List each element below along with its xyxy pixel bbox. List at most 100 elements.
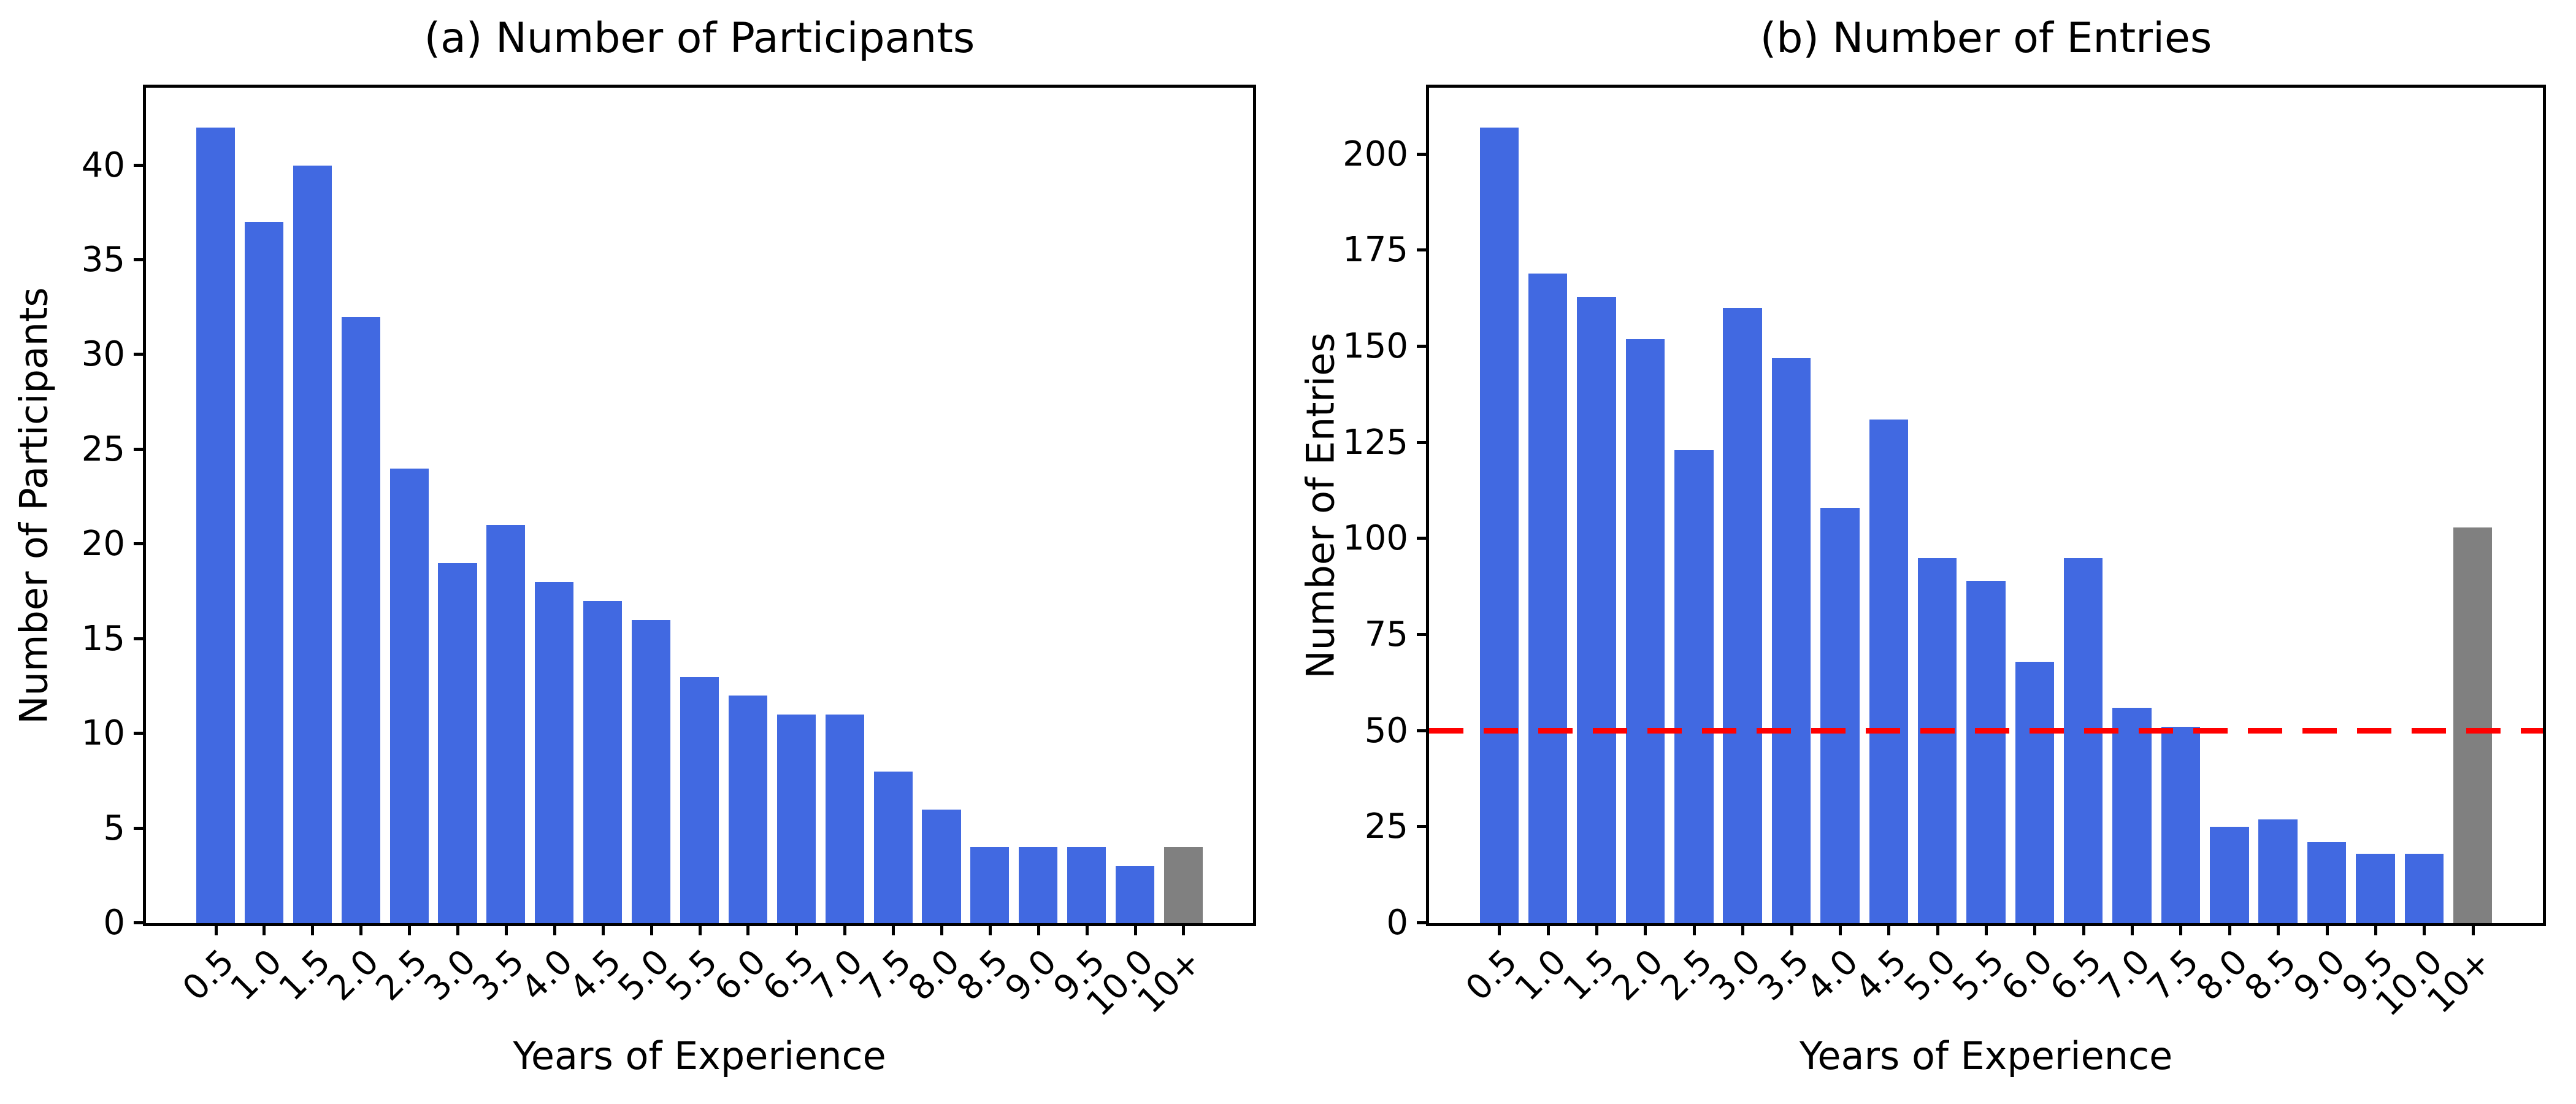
y-tick-label: 0 (1386, 903, 1408, 943)
y-tick-label: 175 (1343, 230, 1408, 270)
y-tick-mark (134, 637, 146, 640)
bar-5.0 (1917, 558, 1957, 923)
bar-6.0 (2015, 661, 2055, 923)
bar-4.5 (1869, 420, 1908, 923)
x-tick-mark (553, 923, 556, 935)
y-tick-mark (1417, 921, 1429, 924)
bar-1.0 (1528, 273, 1568, 923)
y-tick-label: 15 (81, 618, 125, 659)
bar-3.5 (486, 525, 526, 923)
bar-3.5 (1771, 358, 1811, 923)
x-tick-mark (892, 923, 895, 935)
x-tick-mark (408, 923, 412, 935)
bar-4.0 (1820, 508, 1860, 923)
x-tick-mark (1085, 923, 1089, 935)
x-tick-mark (1790, 923, 1793, 935)
bar-1.5 (1577, 296, 1616, 923)
x-tick-mark (2423, 923, 2426, 935)
bar-9.0 (2307, 842, 2347, 923)
bar-7.5 (2161, 727, 2201, 923)
x-tick-mark (1182, 923, 1186, 935)
y-tick-mark (1417, 729, 1429, 732)
bar-6.5 (2063, 558, 2103, 923)
y-tick-label: 40 (81, 145, 125, 185)
y-tick-mark (134, 732, 146, 735)
bar-8.0 (922, 809, 961, 923)
x-tick-mark (601, 923, 605, 935)
bar-0.5 (196, 127, 236, 923)
y-tick-mark (134, 163, 146, 167)
x-tick-mark (504, 923, 508, 935)
bar-8.5 (970, 847, 1010, 923)
x-tick-mark (988, 923, 992, 935)
x-tick-mark (2179, 923, 2183, 935)
y-tick-mark (1417, 248, 1429, 252)
y-tick-mark (1417, 440, 1429, 444)
x-tick-mark (2033, 923, 2037, 935)
panel-a-title: (a) Number of Participants (424, 14, 975, 63)
x-tick-mark (1644, 923, 1647, 935)
x-tick-mark (1887, 923, 1891, 935)
x-tick-mark (698, 923, 702, 935)
bar-6.0 (728, 696, 767, 923)
x-tick-mark (1498, 923, 1501, 935)
x-tick-mark (1133, 923, 1137, 935)
y-tick-mark (134, 542, 146, 546)
x-tick-mark (1838, 923, 1842, 935)
y-tick-label: 200 (1343, 134, 1408, 174)
bar-7.0 (825, 715, 864, 923)
y-tick-mark (1417, 152, 1429, 156)
bar-7.5 (873, 771, 913, 923)
x-tick-mark (1037, 923, 1040, 935)
x-tick-mark (2082, 923, 2085, 935)
x-tick-mark (746, 923, 750, 935)
y-tick-label: 100 (1343, 518, 1408, 559)
y-tick-mark (134, 826, 146, 830)
y-tick-label: 0 (103, 903, 125, 943)
bar-9.5 (2356, 854, 2395, 923)
panel-a-xlabel: Years of Experience (513, 1033, 886, 1078)
bar-10+ (2453, 527, 2493, 923)
bar-10+ (1163, 847, 1203, 923)
y-tick-mark (1417, 537, 1429, 540)
bar-2.0 (341, 316, 380, 923)
bar-7.0 (2112, 708, 2152, 923)
threshold-line-50 (1429, 727, 2543, 734)
x-tick-mark (1741, 923, 1745, 935)
x-tick-mark (843, 923, 847, 935)
y-tick-label: 150 (1343, 326, 1408, 367)
bar-6.5 (776, 715, 816, 923)
x-tick-mark (2228, 923, 2231, 935)
y-tick-label: 125 (1343, 422, 1408, 462)
bar-1.5 (293, 165, 332, 923)
bar-8.0 (2210, 827, 2249, 923)
bar-2.5 (1674, 450, 1714, 923)
panel-b-plot: 0 25 50 75 100 125 150 175 200 0.5 1.0 1.5 2.0 2.5 3.0… (1343, 85, 2546, 1024)
y-tick-label: 30 (81, 334, 125, 375)
x-tick-mark (311, 923, 315, 935)
y-tick-mark (1417, 825, 1429, 829)
y-tick-label: 20 (81, 524, 125, 564)
y-tick-label: 25 (1364, 807, 1408, 847)
bar-10.0 (2404, 854, 2444, 923)
x-tick-mark (2325, 923, 2329, 935)
bar-0.5 (1479, 127, 1519, 923)
bar-5.0 (632, 619, 671, 923)
bar-3.0 (1723, 308, 1762, 923)
bar-2.0 (1625, 339, 1665, 923)
panel-b-ylabel-text: Number of Entries (1298, 332, 1343, 679)
y-tick-label: 75 (1364, 615, 1408, 655)
x-tick-mark (1985, 923, 1988, 935)
panel-a-ylabel-text: Number of Participants (11, 286, 56, 724)
bar-5.5 (680, 677, 719, 923)
bar-5.5 (1966, 581, 2006, 923)
x-tick-mark (2374, 923, 2377, 935)
x-tick-mark (2277, 923, 2280, 935)
y-tick-label: 50 (1364, 710, 1408, 751)
panel-b-ylabel: Number of Entries (1293, 85, 1348, 926)
bar-9.5 (1067, 847, 1106, 923)
y-tick-label: 25 (81, 429, 125, 469)
x-tick-mark (2131, 923, 2134, 935)
bar-2.5 (389, 468, 429, 923)
